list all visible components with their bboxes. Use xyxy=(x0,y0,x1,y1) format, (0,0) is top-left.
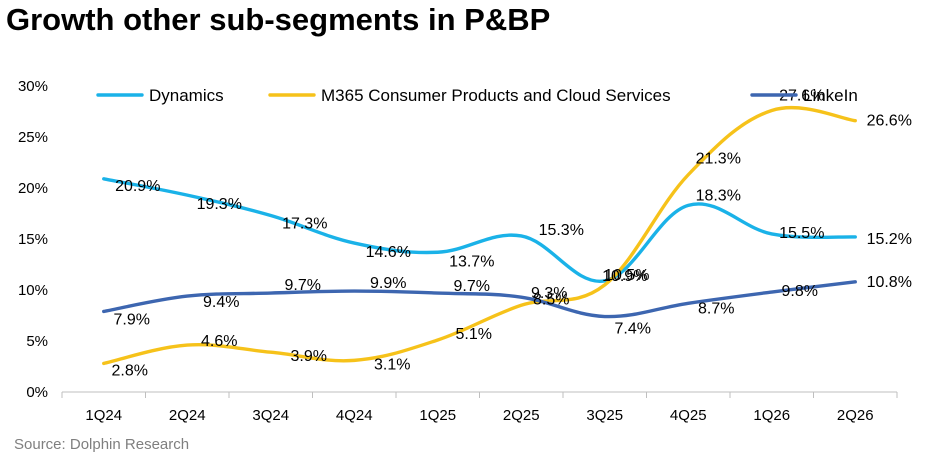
x-tick-label: 1Q25 xyxy=(419,407,456,424)
y-tick-label: 5% xyxy=(26,333,48,350)
data-label-dynamics: 20.9% xyxy=(115,178,160,195)
chart-legend: Dynamics M365 Consumer Products and Cloud… xyxy=(96,86,858,105)
data-label-linkedin: 9.4% xyxy=(203,294,239,311)
legend-label-m365: M365 Consumer Products and Cloud Service… xyxy=(321,86,671,105)
y-tick-label: 20% xyxy=(18,180,48,197)
data-label-linkedin: 9.7% xyxy=(454,278,490,295)
data-label-dynamics: 17.3% xyxy=(282,216,327,233)
data-label-linkedin: 8.7% xyxy=(698,300,734,317)
y-tick-label: 25% xyxy=(18,129,48,146)
data-label-linkedin: 9.9% xyxy=(370,275,406,292)
data-label-m365: 10.5% xyxy=(604,267,649,284)
data-label-dynamics: 18.3% xyxy=(696,187,741,204)
data-label-m365: 27.6% xyxy=(779,87,824,104)
series-line-linkedin xyxy=(102,280,857,319)
y-tick-label: 30% xyxy=(18,78,48,95)
data-label-m365: 3.9% xyxy=(291,348,327,365)
x-tick-label: 1Q24 xyxy=(85,407,122,424)
data-label-dynamics: 15.5% xyxy=(779,225,824,242)
data-label-linkedin: 9.7% xyxy=(285,277,321,294)
x-tick-label: 4Q24 xyxy=(336,407,373,424)
x-tick-label: 3Q25 xyxy=(586,407,623,424)
x-tick-label: 2Q25 xyxy=(503,407,540,424)
chart-title: Growth other sub-segments in P&BP xyxy=(6,2,551,37)
data-label-m365: 5.1% xyxy=(456,326,492,343)
data-label-m365: 3.1% xyxy=(374,356,410,373)
x-tick-label: 4Q25 xyxy=(670,407,707,424)
x-tick-label: 3Q24 xyxy=(252,407,289,424)
y-tick-label: 10% xyxy=(18,282,48,299)
data-label-m365: 4.6% xyxy=(201,333,237,350)
data-label-dynamics: 19.3% xyxy=(197,196,242,213)
data-label-dynamics: 15.2% xyxy=(867,231,912,248)
data-label-linkedin: 9.8% xyxy=(782,283,818,300)
chart-axes: 0% 5% 10% 15% 20% 25% 30% 1Q24 2Q24 3Q24 4Q24 1Q25 2… xyxy=(18,78,898,424)
data-label-m365: 26.6% xyxy=(867,113,912,130)
series-line-m365 xyxy=(102,105,857,366)
y-tick-label: 15% xyxy=(18,231,48,248)
legend-label-dynamics: Dynamics xyxy=(149,86,224,105)
data-label-linkedin: 10.8% xyxy=(867,274,912,291)
series-layer xyxy=(102,105,857,366)
data-labels-layer: 20.9% 19.3% 17.3% 14.6% 13.7% 15.3% 10.9% 18.3%… xyxy=(112,87,912,379)
data-label-dynamics: 10.9% xyxy=(602,268,647,285)
y-tick-label: 0% xyxy=(26,384,48,401)
legend-label-linkedin: LinkeIn xyxy=(803,86,858,105)
x-tick-label: 1Q26 xyxy=(753,407,790,424)
data-label-linkedin: 9.3% xyxy=(531,285,567,302)
data-label-linkedin: 7.9% xyxy=(114,311,150,328)
x-tick-label: 2Q24 xyxy=(169,407,206,424)
data-label-m365: 8.5% xyxy=(533,291,569,308)
data-label-dynamics: 13.7% xyxy=(449,253,494,270)
data-label-m365: 2.8% xyxy=(112,362,148,379)
data-label-linkedin: 7.4% xyxy=(615,321,651,338)
data-label-dynamics: 15.3% xyxy=(539,222,584,239)
series-line-dynamics xyxy=(102,177,857,283)
source-note: Source: Dolphin Research xyxy=(14,436,190,453)
data-label-dynamics: 14.6% xyxy=(366,244,411,261)
data-label-m365: 21.3% xyxy=(696,151,741,168)
x-tick-label: 2Q26 xyxy=(837,407,874,424)
